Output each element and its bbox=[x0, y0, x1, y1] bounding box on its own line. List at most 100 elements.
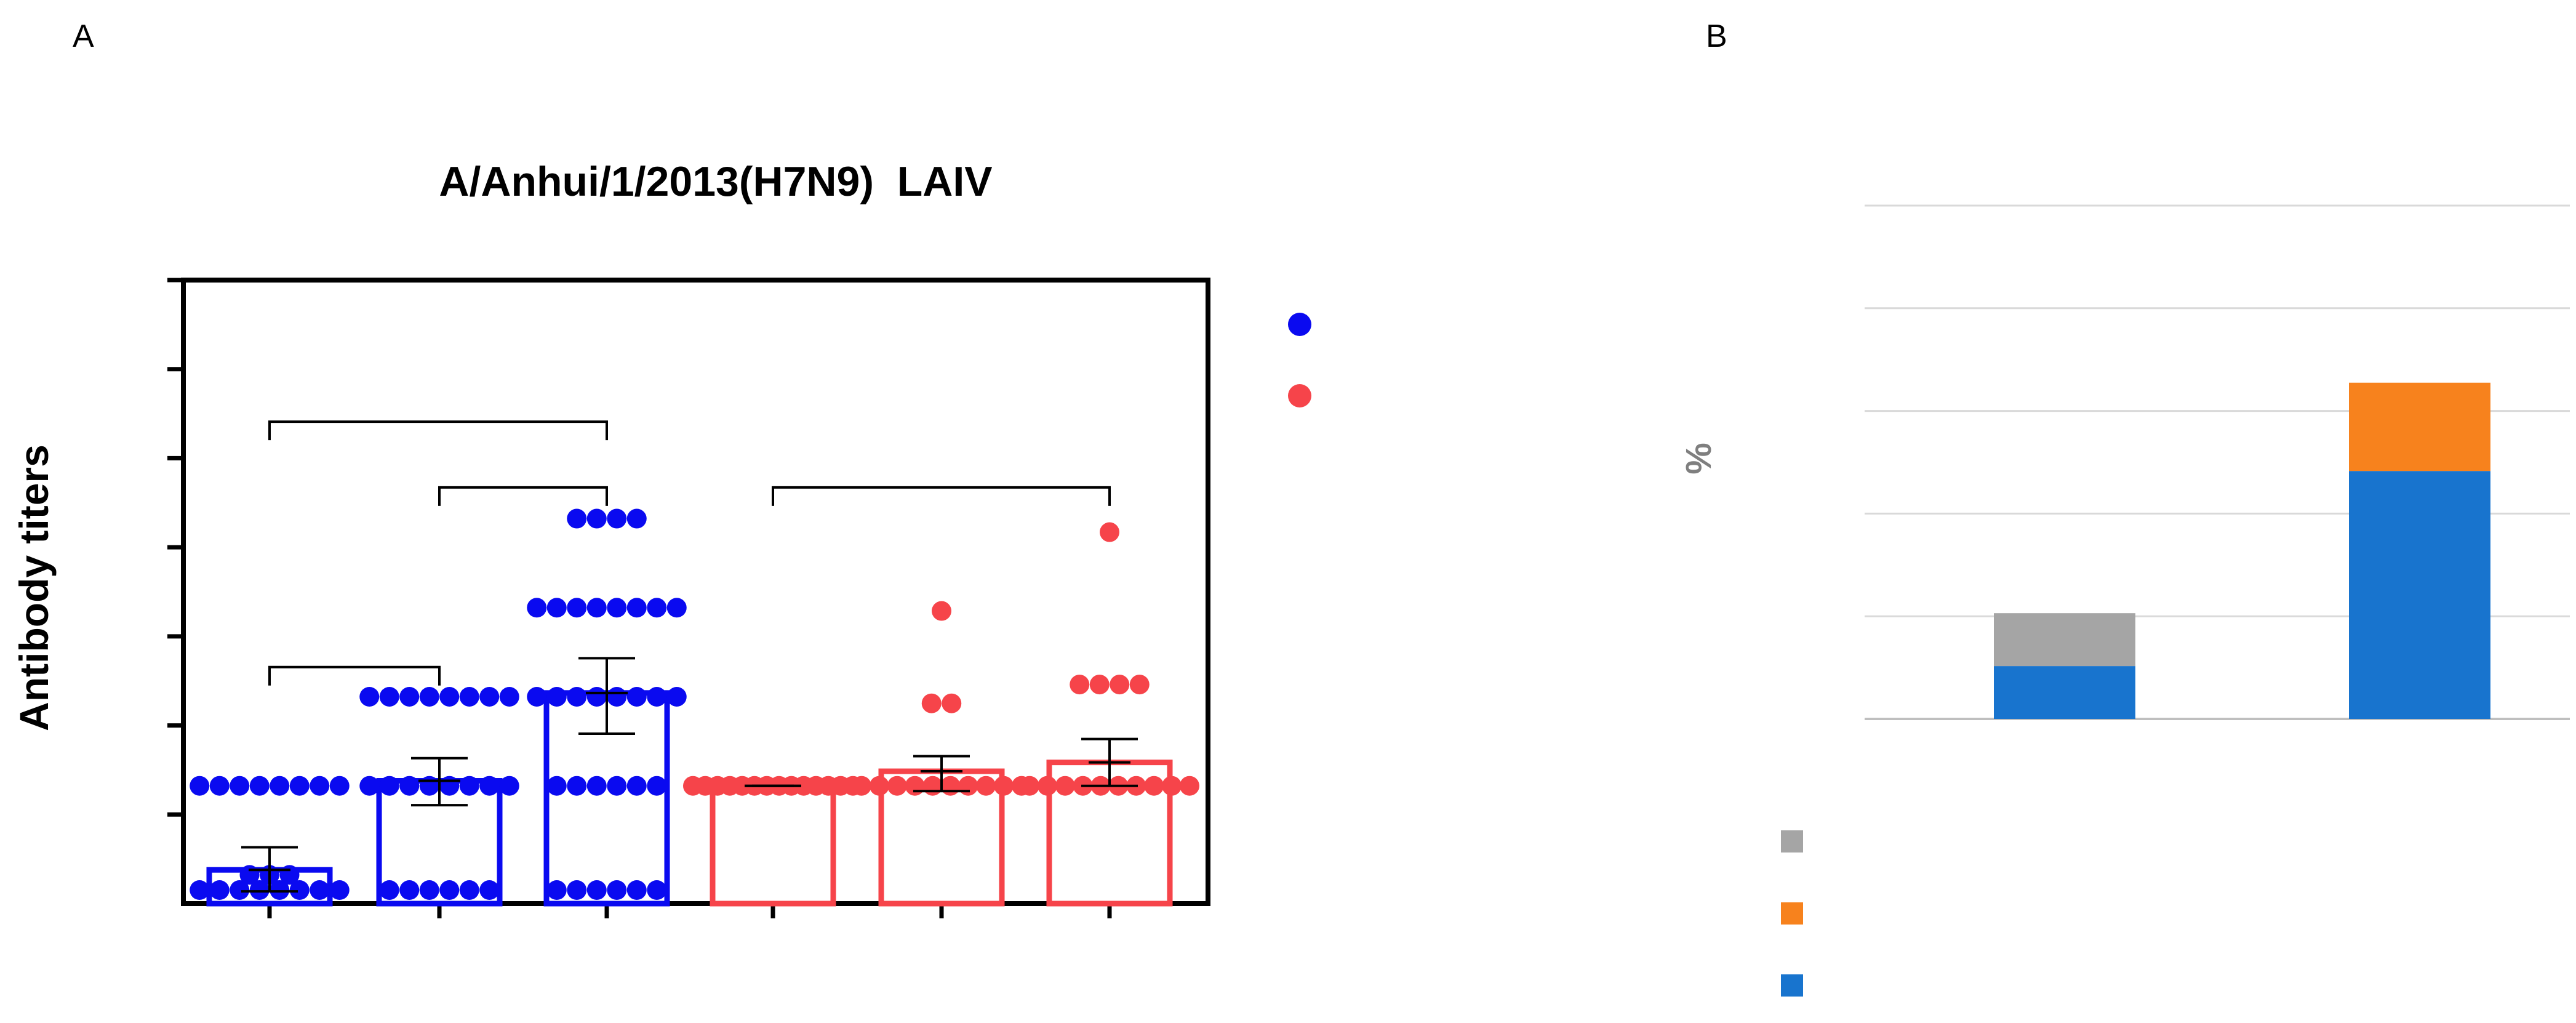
data-point bbox=[1020, 776, 1039, 796]
data-point bbox=[1100, 522, 1119, 542]
chart-a: A/Anhui/1/2013(H7N9) LAIV Antibody titer… bbox=[11, 158, 1311, 918]
data-point bbox=[607, 776, 627, 796]
data-point bbox=[459, 686, 479, 707]
data-point bbox=[230, 880, 250, 900]
data-point bbox=[459, 880, 479, 900]
chart-a-title: A/Anhui/1/2013(H7N9) LAIV bbox=[439, 158, 992, 205]
data-point bbox=[1129, 675, 1150, 695]
data-point bbox=[922, 776, 943, 796]
data-point bbox=[546, 686, 567, 707]
data-point bbox=[479, 880, 500, 900]
data-point bbox=[209, 880, 230, 900]
data-point bbox=[439, 880, 460, 900]
legend-marker bbox=[1288, 313, 1311, 336]
data-point bbox=[958, 776, 978, 796]
data-point bbox=[976, 776, 996, 796]
data-point bbox=[546, 598, 567, 618]
data-point bbox=[567, 508, 587, 529]
data-point bbox=[626, 686, 647, 707]
data-point bbox=[1162, 776, 1182, 796]
data-point bbox=[852, 776, 871, 796]
data-point bbox=[586, 508, 607, 529]
chart-b: % bbox=[1679, 204, 2570, 997]
data-point bbox=[586, 776, 607, 796]
data-point bbox=[626, 776, 647, 796]
data-point bbox=[607, 686, 627, 707]
data-point bbox=[499, 686, 519, 707]
data-point bbox=[607, 508, 627, 529]
data-point bbox=[190, 776, 210, 796]
data-point bbox=[359, 686, 380, 707]
significance-bracket bbox=[772, 486, 1111, 506]
chart-b-y-axis-label: % bbox=[1679, 443, 1719, 475]
data-point bbox=[1144, 776, 1164, 796]
data-point bbox=[359, 776, 380, 796]
data-point bbox=[586, 880, 607, 900]
data-point bbox=[329, 776, 350, 796]
data-point bbox=[419, 776, 439, 796]
data-point bbox=[567, 776, 587, 796]
data-point bbox=[499, 776, 519, 796]
stacked-bar-segment bbox=[1994, 613, 2135, 667]
data-point bbox=[527, 598, 547, 618]
legend-marker bbox=[1288, 384, 1311, 407]
data-point bbox=[329, 880, 350, 900]
data-point bbox=[586, 686, 607, 707]
stacked-bar-segment bbox=[2349, 471, 2490, 719]
chart-a-y-axis-label: Antibody titers bbox=[11, 444, 57, 731]
data-point bbox=[647, 686, 667, 707]
data-point bbox=[932, 601, 951, 621]
data-point bbox=[230, 776, 250, 796]
data-point bbox=[1070, 675, 1090, 695]
data-point bbox=[1037, 776, 1057, 796]
data-point bbox=[607, 880, 627, 900]
stacked-bar-segment bbox=[1994, 666, 2135, 719]
data-point bbox=[647, 598, 667, 618]
data-point bbox=[527, 686, 547, 707]
data-point bbox=[270, 776, 290, 796]
significance-bracket bbox=[438, 486, 608, 506]
data-point bbox=[1180, 776, 1199, 796]
data-point bbox=[439, 686, 460, 707]
data-point bbox=[567, 880, 587, 900]
data-point bbox=[419, 880, 439, 900]
data-point bbox=[626, 880, 647, 900]
data-point bbox=[647, 776, 667, 796]
data-point bbox=[666, 598, 687, 618]
data-point bbox=[942, 693, 962, 713]
data-point bbox=[647, 880, 667, 900]
panel-b-label: B bbox=[1706, 18, 1727, 54]
legend-swatch bbox=[1781, 902, 1803, 925]
data-point bbox=[940, 776, 961, 796]
data-point bbox=[607, 598, 627, 618]
data-point bbox=[1089, 675, 1110, 695]
data-point bbox=[379, 776, 399, 796]
data-point bbox=[905, 776, 925, 796]
legend-swatch bbox=[1781, 830, 1803, 852]
data-point bbox=[310, 776, 330, 796]
data-point bbox=[190, 880, 210, 900]
data-point bbox=[399, 880, 420, 900]
stacked-bar-segment bbox=[2349, 382, 2490, 471]
panel-a-label: A bbox=[73, 18, 94, 54]
data-point bbox=[626, 508, 647, 529]
data-point bbox=[869, 776, 889, 796]
data-point bbox=[921, 693, 942, 713]
data-point bbox=[626, 598, 647, 618]
legend-swatch bbox=[1781, 974, 1803, 997]
data-point bbox=[586, 598, 607, 618]
data-point bbox=[546, 880, 567, 900]
data-point bbox=[249, 776, 270, 796]
data-point bbox=[379, 686, 399, 707]
data-point bbox=[209, 776, 230, 796]
mean-bar bbox=[710, 783, 836, 907]
data-point bbox=[666, 686, 687, 707]
data-point bbox=[249, 880, 270, 900]
significance-bracket bbox=[268, 420, 608, 441]
data-point bbox=[399, 776, 420, 796]
data-point bbox=[887, 776, 907, 796]
data-point bbox=[567, 598, 587, 618]
data-point bbox=[567, 686, 587, 707]
data-point bbox=[419, 686, 439, 707]
